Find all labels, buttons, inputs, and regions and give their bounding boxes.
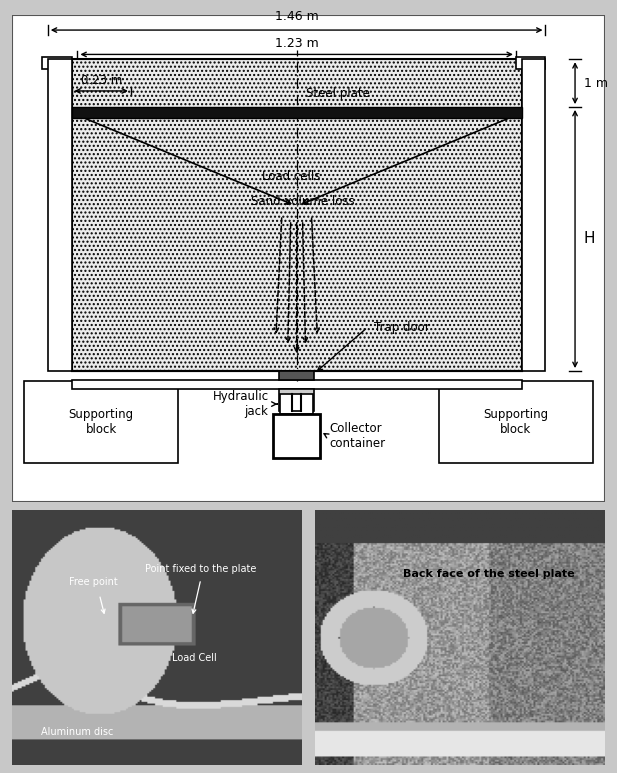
- Bar: [279, 390, 315, 411]
- Text: Back face of the steel plate: Back face of the steel plate: [403, 569, 574, 579]
- Text: 1.23 m: 1.23 m: [275, 36, 318, 49]
- Bar: [72, 107, 522, 117]
- Bar: [273, 414, 320, 458]
- Text: H: H: [584, 231, 595, 247]
- Text: Supporting
block: Supporting block: [68, 408, 134, 436]
- Text: 0.23 m: 0.23 m: [81, 74, 122, 87]
- Text: Hydraulic
jack: Hydraulic jack: [212, 390, 268, 418]
- Text: Load Cell: Load Cell: [172, 653, 217, 663]
- Text: Point fixed to the plate: Point fixed to the plate: [145, 564, 257, 574]
- Bar: [48, 60, 72, 371]
- Bar: [72, 380, 522, 390]
- Text: Free point: Free point: [69, 577, 118, 587]
- Text: 1.46 m: 1.46 m: [275, 10, 318, 22]
- Bar: [72, 60, 522, 371]
- Bar: [522, 60, 545, 371]
- Text: Collector
container: Collector container: [329, 422, 386, 450]
- Text: Supporting
block: Supporting block: [483, 408, 549, 436]
- Text: 1 m: 1 m: [584, 77, 608, 90]
- Bar: [279, 371, 315, 380]
- Bar: [280, 394, 313, 414]
- Text: Load cells: Load cells: [262, 169, 320, 182]
- Text: Aluminum disc: Aluminum disc: [41, 727, 114, 737]
- Bar: [42, 57, 72, 69]
- Bar: [516, 57, 545, 69]
- Text: Steel plate: Steel plate: [305, 87, 370, 100]
- Bar: [439, 381, 593, 464]
- Text: Trap door: Trap door: [374, 321, 429, 334]
- Text: Sand volume loss: Sand volume loss: [251, 195, 354, 208]
- Bar: [24, 381, 178, 464]
